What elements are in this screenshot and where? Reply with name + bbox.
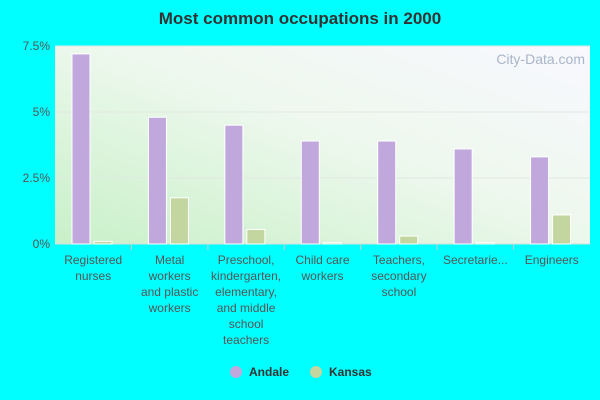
bar-kansas [552,214,572,245]
chart-title: Most common occupations in 2000 [159,9,441,28]
category-label: Child care workers [295,253,349,283]
category-label-line: Child care [295,253,349,267]
category-label-line: Registered [64,253,122,267]
legend-label-kansas: Kansas [329,365,372,379]
bar-andale [147,116,167,245]
y-axis-ticks: 0% 2.5% 5% 7.5% [23,39,51,251]
category-label: Teachers, secondary school [371,253,426,299]
category-label: Preschool, kindergarten, elementary, and mi… [211,253,281,347]
category-label-line: and plastic [141,285,198,299]
category-label: Registered nurses [64,253,122,283]
legend-swatch-andale [230,366,242,378]
bar-kansas [169,197,189,245]
category-label-line: workers [300,269,343,283]
bar-kansas [399,235,419,245]
category-label-line: school [382,285,417,299]
category-label: Engineers [525,253,579,267]
category-label-line: secondary [371,269,426,283]
watermark-text: City-Data.com [496,51,585,67]
bar-andale [300,140,320,245]
category-label-line: kindergarten, [211,269,281,283]
category-label-line: Teachers, [373,253,425,267]
bar-andale [453,148,473,245]
bar-andale [71,53,91,245]
category-label-line: teachers [223,333,269,347]
category-label: Secretarie... [443,253,508,267]
category-label-line: nurses [75,269,111,283]
y-tick-label: 7.5% [23,39,51,53]
bar-andale [224,124,244,245]
category-label-line: Secretarie... [443,253,508,267]
category-label-line: elementary, [215,285,277,299]
category-labels: Registered nurses Metal workers and plastic w… [64,253,579,347]
category-label-line: Metal [155,253,184,267]
grid-lines [55,45,590,250]
legend-swatch-kansas [310,366,322,378]
bar-kansas [246,228,266,245]
bars [71,53,572,245]
legend-label-andale: Andale [249,365,289,379]
category-label-line: Preschool, [218,253,275,267]
plot-area [55,46,590,244]
bar-kansas [322,242,342,245]
category-label-line: workers [148,301,191,315]
y-tick-label: 0% [33,237,51,251]
category-label-line: school [229,317,264,331]
category-label-line: Engineers [525,253,579,267]
category-label: Metal workers and plastic workers [141,253,198,315]
y-tick-label: 5% [33,105,51,119]
category-label-line: and middle [217,301,276,315]
legend: Andale Kansas [230,365,372,379]
y-tick-label: 2.5% [23,171,51,185]
bar-andale [530,156,550,245]
bar-kansas [93,240,113,245]
bar-andale [377,140,397,245]
category-label-line: workers [148,269,191,283]
bar-kansas [475,242,495,245]
